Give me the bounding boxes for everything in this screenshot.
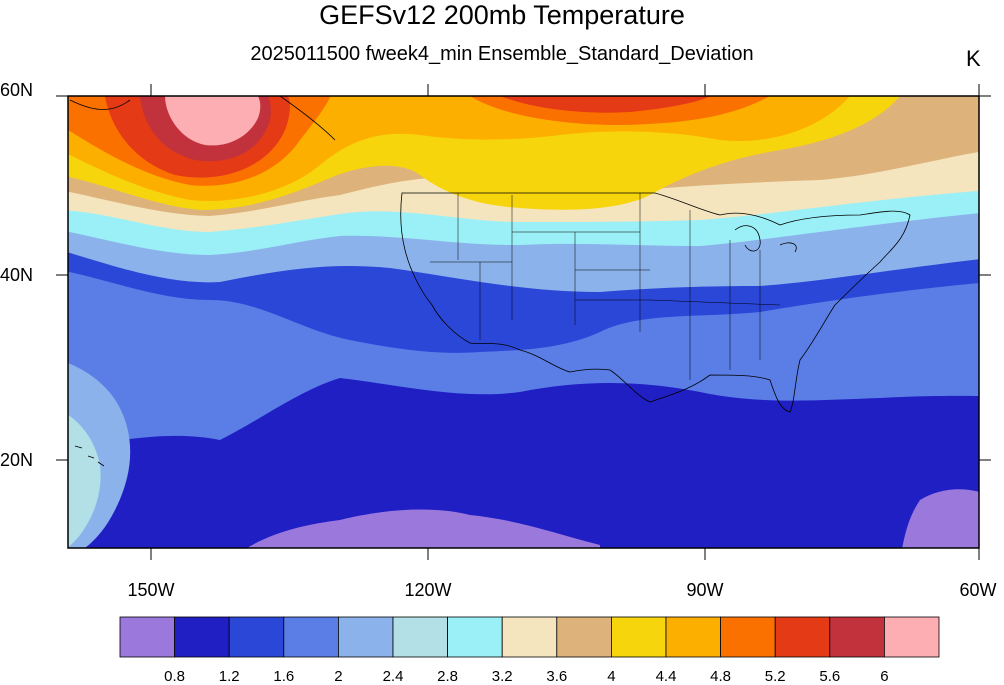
axis-ticks (56, 84, 991, 560)
colorbar-swatch (556, 616, 612, 658)
us-outline (400, 192, 911, 413)
colorbar-swatch (829, 616, 885, 658)
colorbar-swatch (447, 616, 503, 658)
colorbar-tick-label: 5.2 (764, 668, 786, 685)
lon-label-120w: 120W (404, 580, 452, 600)
colorbar-tick-label: 4 (607, 668, 616, 685)
map-frame (67, 95, 980, 549)
colorbar-swatch (119, 616, 175, 658)
colorbar-swatch (283, 616, 339, 658)
colorbar-swatch (720, 616, 776, 658)
colorbar-tick-label: 3.6 (546, 668, 568, 685)
coastlines-and-borders (69, 96, 911, 467)
colorbar-swatch (337, 616, 394, 658)
colorbar-swatch (884, 616, 940, 658)
lon-label-150w: 150W (127, 580, 175, 600)
colorbar-swatch (611, 616, 667, 658)
colorbar-swatch (501, 616, 558, 658)
alaska-coast (69, 96, 336, 141)
colorbar-tick-label: 4.4 (655, 668, 677, 685)
map-subtitle: 2025011500 fweek4_min Ensemble_Standard_… (250, 43, 754, 65)
colorbar-tick-label: 0.8 (164, 668, 186, 685)
lat-label-20n: 20N (0, 450, 34, 470)
alaska-pink (165, 96, 261, 146)
units-label: K (966, 46, 981, 71)
alaska-red (500, 96, 710, 113)
colorbar-tick-label: 4.8 (710, 668, 732, 685)
colorbar-tick-label: 1.2 (218, 668, 240, 685)
hawaii-core (68, 414, 101, 548)
lat-label-60n: 60N (0, 80, 34, 100)
colorbar-tick-label: 1.6 (273, 668, 295, 685)
colorbar-tick-label: 6 (880, 668, 889, 685)
deep-south-band (68, 378, 979, 548)
lat-label-40n: 40N (0, 265, 34, 285)
tropics-lowest (246, 509, 600, 548)
hawaii-islands (74, 445, 105, 467)
colorbar (119, 616, 940, 658)
colorbar-tick-label: 2.8 (437, 668, 459, 685)
colorbar-swatch (774, 616, 831, 658)
contour-field (68, 96, 979, 548)
colorbar-tick-label: 2.4 (382, 668, 404, 685)
colorbar-tick-label: 2 (334, 668, 343, 685)
lon-label-90w: 90W (686, 580, 724, 600)
great-lakes (734, 225, 797, 253)
colorbar-swatch (392, 616, 448, 658)
colorbar-swatch (228, 616, 285, 658)
colorbar-tick-label: 5.6 (819, 668, 841, 685)
state-borders (430, 193, 781, 380)
colorbar-tick-label: 3.2 (491, 668, 513, 685)
tropics-lowest (902, 489, 979, 548)
colorbar-swatch (174, 616, 230, 658)
map-title: GEFSv12 200mb Temperature (319, 0, 685, 30)
colorbar-swatch (665, 616, 721, 658)
lon-label-60w: 60W (959, 580, 997, 600)
